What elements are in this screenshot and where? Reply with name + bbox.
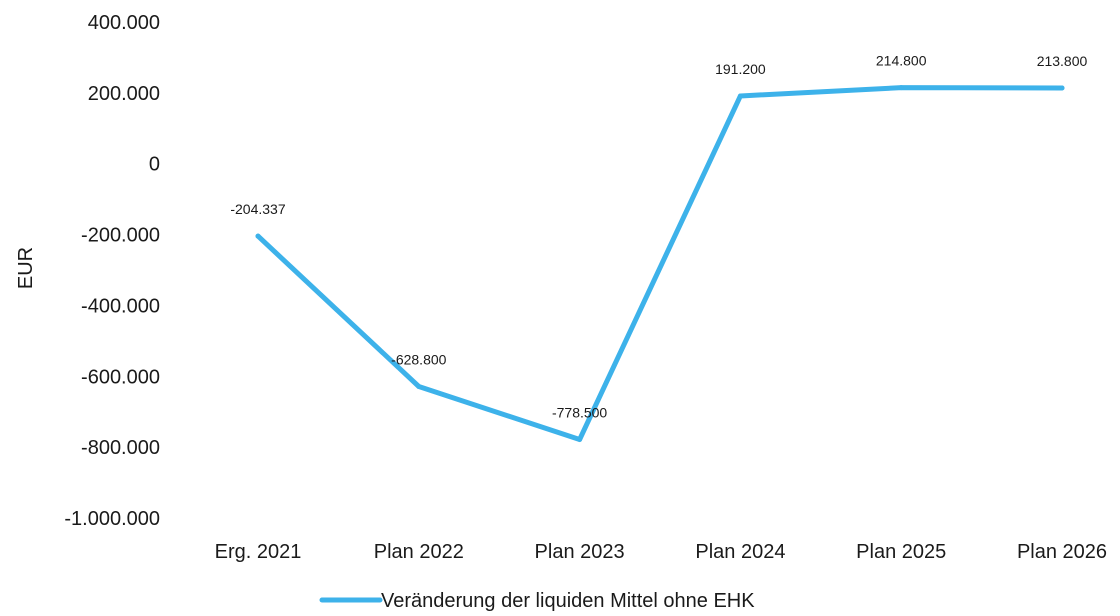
y-tick-label: -1.000.000 bbox=[64, 508, 160, 530]
data-point bbox=[577, 437, 583, 443]
series-layer bbox=[255, 85, 1065, 443]
y-axis-title: EUR bbox=[15, 247, 37, 289]
legend: Veränderung der liquiden Mittel ohne EHK bbox=[319, 590, 755, 612]
y-tick-label: -400.000 bbox=[81, 295, 160, 317]
x-tick-label: Plan 2025 bbox=[856, 541, 946, 563]
y-tick-label: -800.000 bbox=[81, 437, 160, 459]
x-tick-label: Plan 2026 bbox=[1017, 541, 1107, 563]
x-tick-label: Plan 2022 bbox=[374, 541, 464, 563]
data-label: -204.337 bbox=[230, 201, 285, 217]
data-point bbox=[255, 233, 261, 239]
data-point bbox=[737, 93, 743, 99]
data-point bbox=[416, 383, 422, 389]
x-tick-label: Plan 2024 bbox=[695, 541, 785, 563]
data-label: -628.800 bbox=[391, 351, 446, 367]
data-label: 191.200 bbox=[715, 61, 766, 77]
data-point bbox=[1059, 85, 1065, 91]
x-axis: Erg. 2021 Plan 2022 Plan 2023 Plan 2024 Plan… bbox=[215, 541, 1107, 563]
y-tick-label: -600.000 bbox=[81, 366, 160, 388]
data-label: 213.800 bbox=[1037, 53, 1088, 69]
data-point bbox=[898, 85, 904, 91]
data-label: 214.800 bbox=[876, 53, 927, 69]
data-labels: -204.337 -628.800 -778.500 191.200 214.800 21… bbox=[230, 53, 1087, 421]
y-tick-label: 200.000 bbox=[88, 83, 160, 105]
series-line bbox=[255, 85, 1065, 443]
x-tick-label: Erg. 2021 bbox=[215, 541, 302, 563]
x-tick-label: Plan 2023 bbox=[535, 541, 625, 563]
y-tick-label: 400.000 bbox=[88, 12, 160, 34]
y-tick-label: 0 bbox=[149, 154, 160, 176]
y-axis: 400.000 200.000 0 -200.000 -400.000 -600.000 -… bbox=[64, 12, 160, 530]
y-tick-label: -200.000 bbox=[81, 225, 160, 247]
legend-label: Veränderung der liquiden Mittel ohne EHK bbox=[381, 590, 755, 612]
data-label: -778.500 bbox=[552, 405, 607, 421]
